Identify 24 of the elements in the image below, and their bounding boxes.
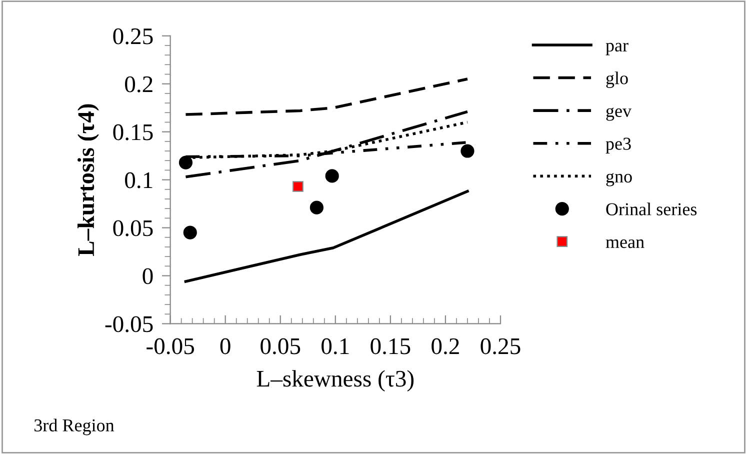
y-tick-label: 0 bbox=[142, 268, 153, 284]
y-tick-label: 0.2 bbox=[125, 76, 152, 92]
x-tick-label: 0.1 bbox=[322, 338, 349, 354]
y-tick-label: 0.15 bbox=[113, 124, 153, 140]
x-tick-label: 0.25 bbox=[480, 338, 520, 354]
y-tick-label: 0.25 bbox=[113, 28, 153, 44]
legend-label: par bbox=[606, 42, 628, 56]
x-tick-label: -0.05 bbox=[146, 338, 194, 354]
y-axis-title: L–kurtosis (τ4) bbox=[78, 104, 99, 256]
legend-label: gev bbox=[606, 108, 632, 121]
legend-label: glo bbox=[606, 72, 628, 88]
legend-label: gno bbox=[606, 173, 632, 186]
y-tick-label: -0.05 bbox=[105, 316, 153, 332]
x-tick-label: 0.2 bbox=[432, 338, 459, 354]
y-tick-label: 0.1 bbox=[125, 172, 152, 188]
x-tick-label: 0 bbox=[220, 338, 230, 354]
legend-label: mean bbox=[606, 239, 644, 248]
legend-label: Orinal series bbox=[606, 202, 697, 216]
y-tick-label: 0.05 bbox=[113, 220, 153, 236]
legend-label: pe3 bbox=[606, 138, 631, 154]
x-tick-label: 0.15 bbox=[370, 338, 410, 354]
x-axis-title: L–skewness (τ3) bbox=[256, 370, 414, 392]
text: 3rd Region bbox=[34, 418, 114, 436]
x-tick-label: 0.05 bbox=[260, 338, 300, 354]
